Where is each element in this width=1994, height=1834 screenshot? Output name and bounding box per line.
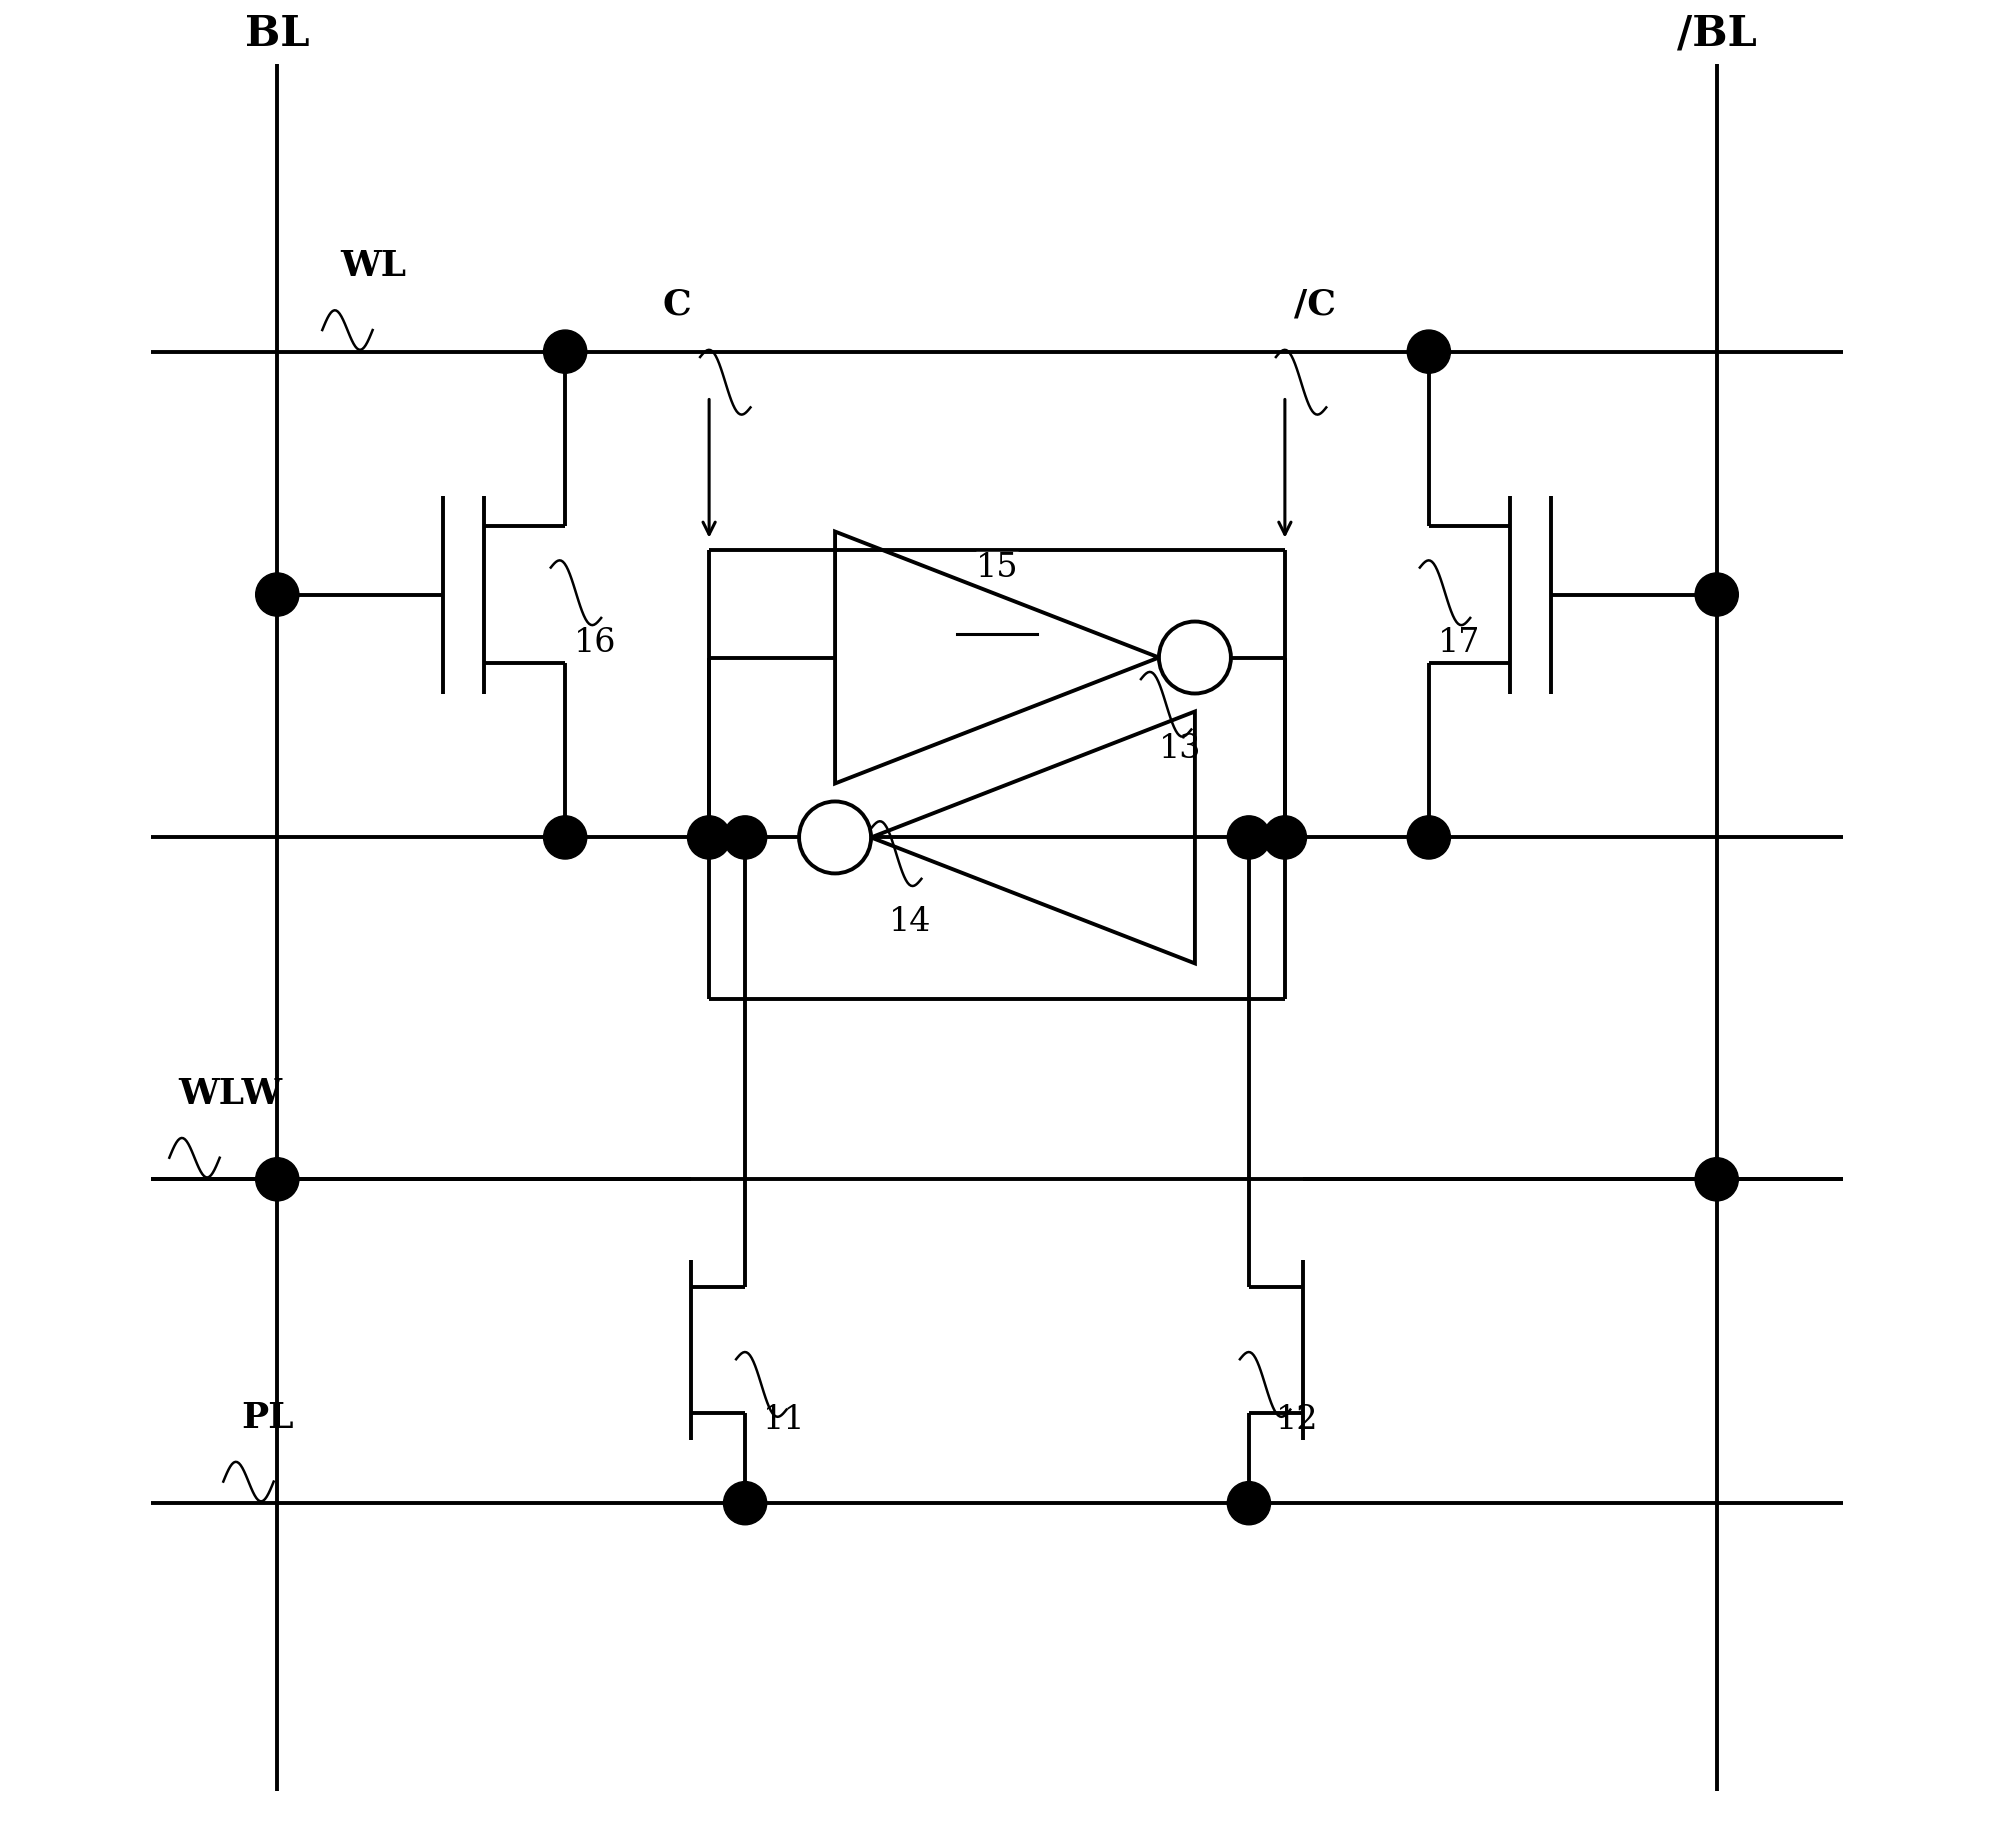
Circle shape <box>255 1157 299 1201</box>
Text: /C: /C <box>1294 288 1336 321</box>
Text: 16: 16 <box>574 627 616 658</box>
Circle shape <box>255 572 299 616</box>
Text: 15: 15 <box>975 552 1019 583</box>
Text: 13: 13 <box>1159 734 1202 765</box>
Circle shape <box>1408 330 1450 374</box>
Text: BL: BL <box>245 13 309 55</box>
Text: C: C <box>662 288 692 321</box>
Text: 14: 14 <box>889 906 931 937</box>
Circle shape <box>1228 1482 1270 1524</box>
Circle shape <box>1264 816 1306 858</box>
Circle shape <box>544 816 586 858</box>
Circle shape <box>724 1482 766 1524</box>
Circle shape <box>544 330 586 374</box>
Circle shape <box>1159 622 1230 693</box>
Circle shape <box>1408 816 1450 858</box>
Circle shape <box>1695 572 1739 616</box>
Text: WLW: WLW <box>177 1077 283 1111</box>
Circle shape <box>724 816 766 858</box>
Text: WL: WL <box>341 249 407 282</box>
Text: /BL: /BL <box>1677 13 1757 55</box>
Circle shape <box>1228 816 1270 858</box>
Circle shape <box>800 801 871 873</box>
Text: 12: 12 <box>1276 1405 1318 1436</box>
Circle shape <box>1695 1157 1739 1201</box>
Text: 17: 17 <box>1438 627 1480 658</box>
Circle shape <box>688 816 730 858</box>
Text: 11: 11 <box>764 1405 806 1436</box>
Text: PL: PL <box>241 1401 293 1434</box>
